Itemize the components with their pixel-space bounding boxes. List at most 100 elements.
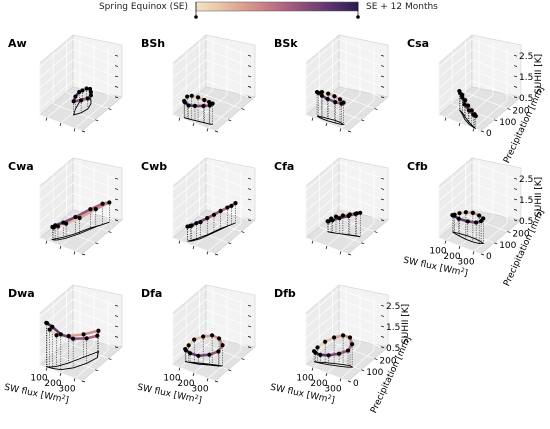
data-point <box>88 93 94 98</box>
data-point <box>66 333 71 339</box>
data-point <box>460 95 465 100</box>
data-point <box>216 349 221 354</box>
z-axis-label: SUHII [K] <box>401 304 411 344</box>
data-point <box>207 352 212 357</box>
data-point <box>195 95 201 100</box>
data-point <box>315 345 320 350</box>
z-tick-label: 0.5 <box>519 217 533 227</box>
data-point <box>54 333 59 338</box>
y-tick-label: 200 <box>512 230 529 240</box>
z-tick <box>114 325 119 328</box>
data-point <box>85 96 90 101</box>
y-tick <box>347 380 352 383</box>
data-point <box>58 332 63 337</box>
x-tick <box>444 240 447 244</box>
x-tick-label: 100 <box>429 247 446 257</box>
x-tick <box>325 245 328 250</box>
data-point <box>77 215 82 221</box>
drop-lines <box>313 335 353 368</box>
data-point <box>218 208 223 213</box>
data-point <box>326 219 331 224</box>
y-tick <box>347 130 352 133</box>
data-point <box>95 333 100 338</box>
month-markers <box>50 200 112 230</box>
z-tick <box>513 65 518 67</box>
data-point <box>470 210 475 215</box>
y-tick <box>81 380 86 383</box>
z-tick <box>513 177 518 180</box>
gridlines <box>39 160 116 255</box>
data-point <box>326 91 331 96</box>
data-point <box>194 221 199 226</box>
back-pane <box>338 157 389 221</box>
z-tick <box>513 75 518 78</box>
month-markers <box>71 86 94 104</box>
z-axis <box>114 54 119 99</box>
x-tick-label: 200 <box>443 252 460 262</box>
data-point <box>192 103 198 108</box>
data-point <box>205 216 210 221</box>
y-tick <box>480 130 485 133</box>
y-tick-label: 200 <box>379 357 396 367</box>
y-tick-label: 100 <box>499 118 516 128</box>
cycle-segment <box>82 329 100 336</box>
z-tick-label: 1.5 <box>519 196 533 206</box>
z-tick-label: 2.5 <box>519 52 533 62</box>
data-point <box>332 335 337 340</box>
z-tick <box>247 65 252 67</box>
data-point <box>233 200 238 206</box>
y-tick-label: 0 <box>486 129 492 139</box>
data-point <box>201 334 206 339</box>
x-tick <box>59 245 62 250</box>
floor-projection <box>187 222 236 242</box>
data-point <box>201 103 206 109</box>
data-point <box>474 220 479 225</box>
z-tick <box>247 325 252 328</box>
y-axis <box>81 231 112 256</box>
data-point <box>185 94 190 99</box>
z-tick <box>114 177 119 180</box>
cycle-segment <box>74 207 92 219</box>
back-pane <box>338 34 389 98</box>
x-axis <box>45 240 76 255</box>
panel-title: Dfa <box>141 287 162 300</box>
y-tick <box>361 119 365 122</box>
data-point <box>196 353 201 358</box>
data-point <box>358 210 363 215</box>
data-point <box>332 94 337 99</box>
y-tick <box>507 231 511 233</box>
floor-projection <box>316 115 346 125</box>
data-point <box>337 97 343 102</box>
z-tick <box>380 188 385 190</box>
z-tick <box>380 65 385 67</box>
data-point <box>457 211 462 216</box>
x-tick-label: 200 <box>310 379 327 389</box>
x-axis <box>178 240 209 255</box>
x-tick <box>472 251 475 255</box>
x-tick <box>311 240 314 244</box>
y-tick <box>228 369 232 372</box>
data-point <box>347 335 353 340</box>
back-pane <box>205 34 256 98</box>
z-tick <box>114 336 119 338</box>
drop-lines <box>316 92 344 125</box>
z-tick <box>380 304 385 307</box>
data-point <box>340 333 346 338</box>
data-point <box>73 94 78 99</box>
x-tick <box>311 367 314 371</box>
y-tick <box>361 369 365 372</box>
y-tick-label: 0 <box>353 379 359 389</box>
z-tick <box>114 209 119 211</box>
data-point <box>451 213 456 218</box>
data-point <box>47 327 52 332</box>
data-point <box>350 342 355 347</box>
data-point <box>466 108 472 113</box>
data-point <box>319 93 325 98</box>
x-tick <box>73 128 76 132</box>
x-tick-label: 200 <box>177 379 194 389</box>
y-axis <box>214 231 245 256</box>
data-point <box>88 207 93 212</box>
